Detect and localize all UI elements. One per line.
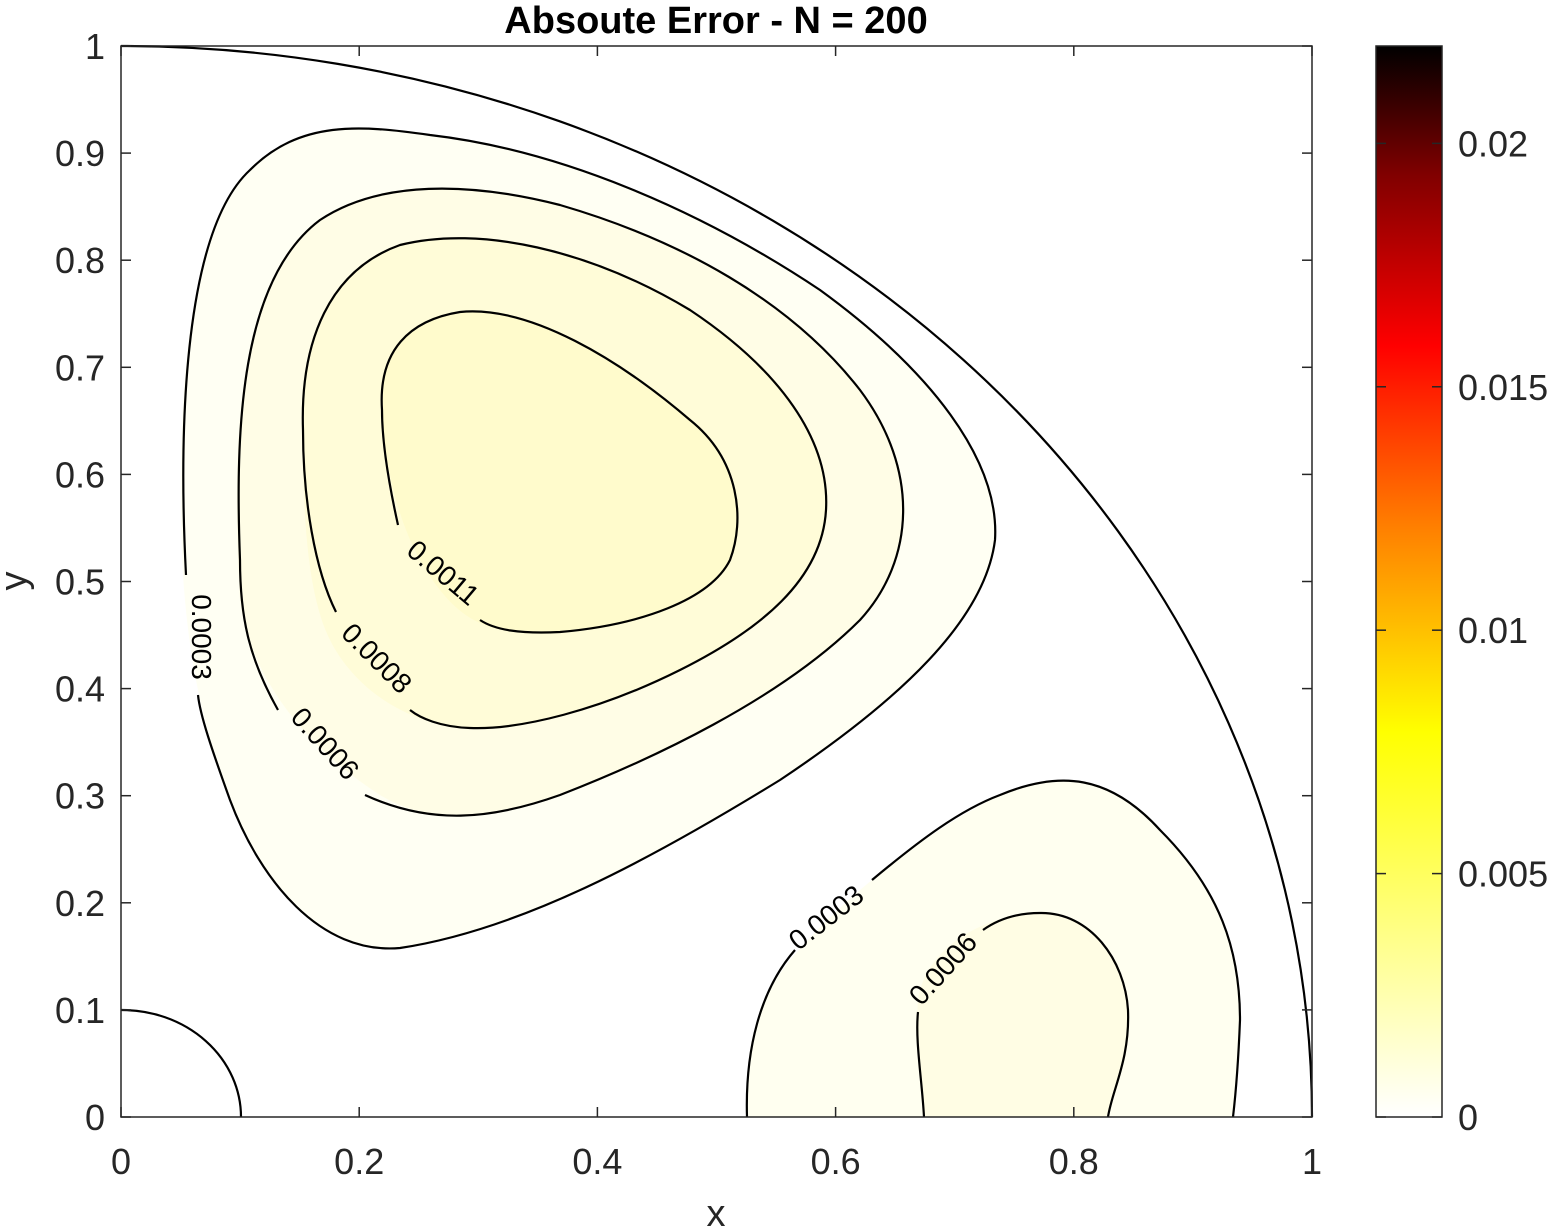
colorbar-axis: 0 0.005 0.01 0.015 0.02 [1376, 123, 1548, 1138]
y-tick-label: 0.8 [55, 240, 105, 281]
colorbar-tick-label: 0.005 [1458, 854, 1548, 895]
y-tick-label: 0.3 [55, 776, 105, 817]
contour-line-0003-upper [182, 127, 997, 950]
x-axis-label: x [707, 1193, 726, 1229]
y-tick-label: 0.2 [55, 883, 105, 924]
colorbar-tick-label: 0 [1458, 1097, 1478, 1138]
y-axis: 0 0.1 0.2 0.3 0.4 0.5 0.6 0.7 0.8 0.9 1 [55, 26, 1312, 1138]
colorbar-tick-label: 0.01 [1458, 610, 1528, 651]
y-tick-label: 0.6 [55, 454, 105, 495]
x-axis: 0 0.2 0.4 0.6 0.8 1 [111, 46, 1322, 1182]
fill-level-2-lower [917, 912, 1129, 1117]
contour-line-0006-lower [916, 911, 1130, 1118]
x-tick-label: 0.8 [1049, 1141, 1099, 1182]
x-tick-label: 0.6 [811, 1141, 861, 1182]
y-tick-label: 0 [85, 1097, 105, 1138]
chart-title: Absoute Error - N = 200 [504, 0, 927, 42]
y-tick-label: 0.5 [55, 562, 105, 603]
fill-level-4-upper [381, 311, 738, 633]
y-tick-label: 0.4 [55, 669, 105, 710]
contour-line-0011-upper [380, 310, 739, 634]
y-tick-label: 0.9 [55, 133, 105, 174]
domain-outer-arc [120, 44, 1314, 1118]
y-axis-label: y [0, 572, 35, 591]
domain-inner-arc [120, 1008, 243, 1118]
colorbar-tick-label: 0.015 [1458, 367, 1548, 408]
y-tick-label: 0.1 [55, 990, 105, 1031]
contour-line-0003-lower [745, 779, 1242, 1118]
x-tick-label: 0 [111, 1141, 131, 1182]
x-tick-label: 0.4 [572, 1141, 622, 1182]
contour-label: 0.0003 [186, 594, 217, 680]
y-tick-label: 0.7 [55, 347, 105, 388]
x-tick-label: 0.2 [334, 1141, 384, 1182]
colorbar-tick-label: 0.02 [1458, 123, 1528, 164]
y-tick-label: 1 [85, 26, 105, 67]
contour-line-0008-upper [301, 237, 828, 730]
contour-line-0006-upper [237, 187, 905, 817]
x-tick-label: 1 [1302, 1141, 1322, 1182]
colorbar [1375, 45, 1443, 1118]
